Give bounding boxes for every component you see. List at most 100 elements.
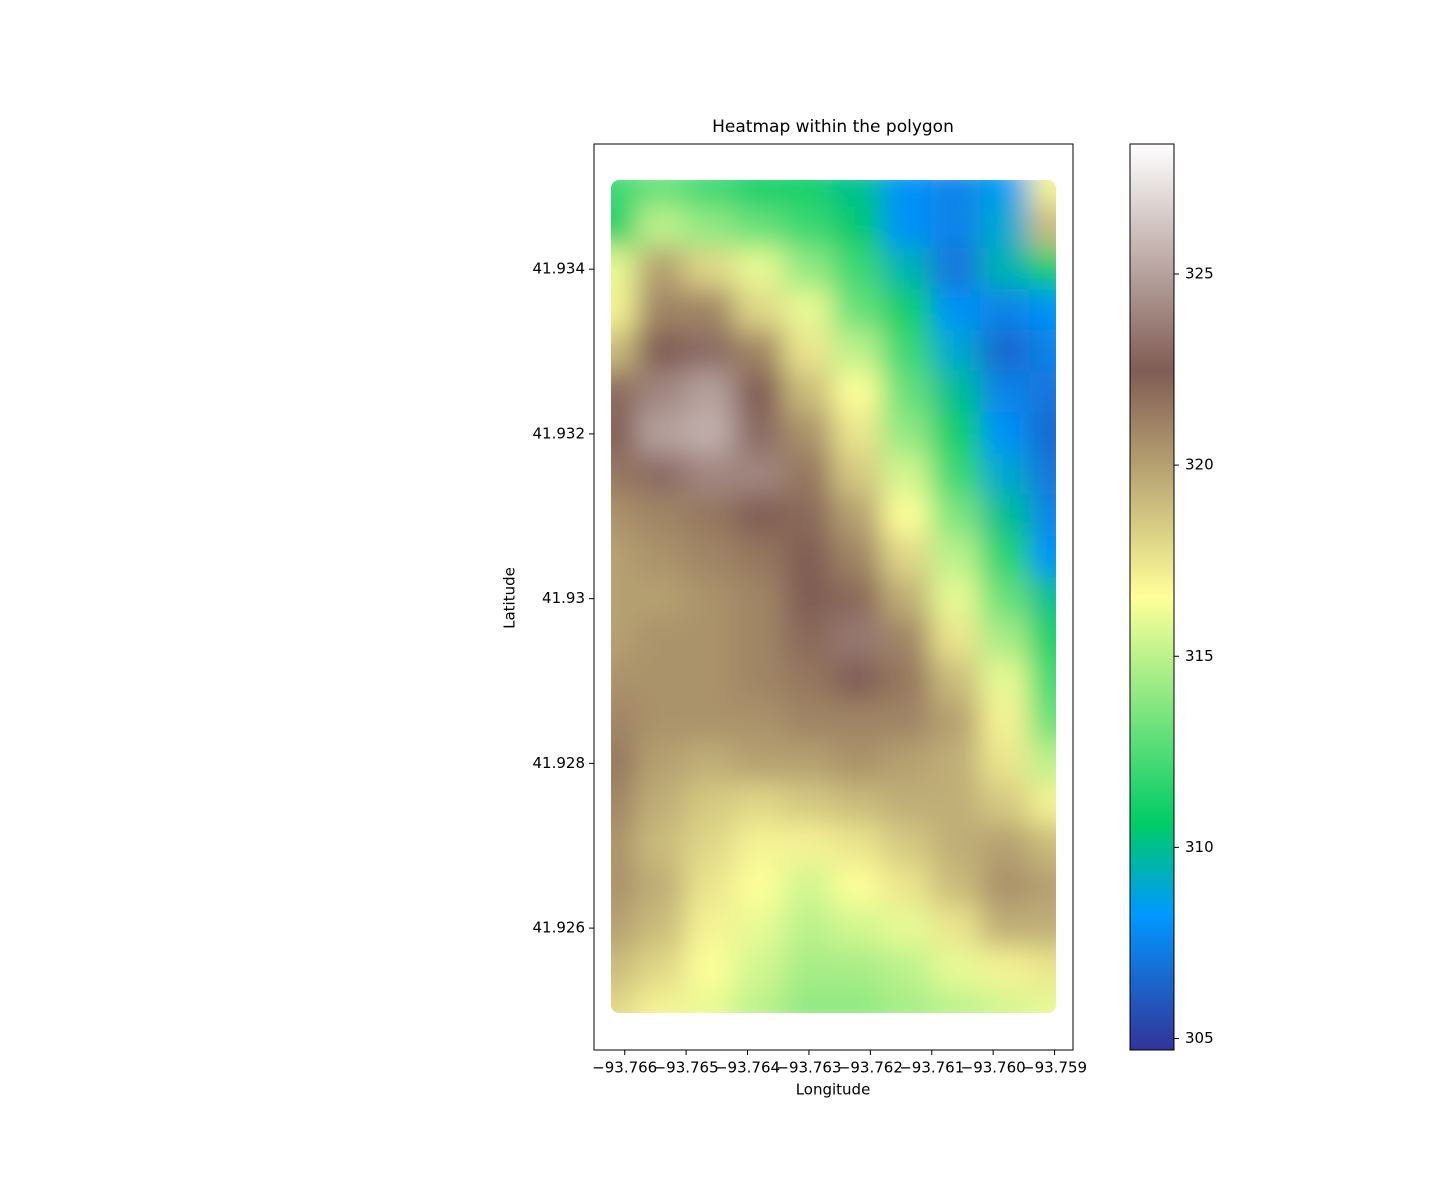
heat-cell xyxy=(881,782,933,827)
heat-cell xyxy=(734,988,786,1013)
heat-cell xyxy=(635,206,688,250)
y-axis-label: Latitude xyxy=(501,567,519,629)
heat-cell xyxy=(685,247,737,291)
heat-cell xyxy=(881,247,933,291)
y-tick-label: 41.926 xyxy=(533,919,586,937)
heat-cell xyxy=(881,618,933,662)
heat-cell xyxy=(1029,412,1056,456)
heat-cell xyxy=(832,494,884,538)
heat-cell xyxy=(979,906,1032,950)
heat-cell xyxy=(611,618,638,662)
heat-cell xyxy=(783,180,835,209)
heat-cell xyxy=(734,180,786,209)
heat-cell xyxy=(881,180,933,209)
heat-cell xyxy=(832,741,884,785)
heat-cell xyxy=(783,453,835,497)
heat-cell xyxy=(635,988,688,1013)
heat-cell xyxy=(930,412,982,456)
heat-cell xyxy=(930,988,982,1013)
x-tick-label: −93.764 xyxy=(715,1059,780,1077)
heat-cell xyxy=(881,577,933,621)
heat-cell xyxy=(685,371,737,415)
heat-cell xyxy=(685,453,737,497)
heat-cell xyxy=(783,700,835,744)
heat-cell xyxy=(734,494,786,538)
heat-cell xyxy=(979,824,1032,868)
heat-cell xyxy=(1029,577,1056,621)
heat-cell xyxy=(783,741,835,785)
heat-cell xyxy=(635,824,688,868)
heat-cell xyxy=(930,329,982,374)
heat-cell xyxy=(881,659,933,703)
heat-cell xyxy=(930,865,982,909)
heat-cell xyxy=(783,371,835,415)
heat-cell xyxy=(979,206,1032,250)
x-tick-label: −93.766 xyxy=(592,1059,657,1077)
heat-cell xyxy=(832,618,884,662)
colorbar-tick-label: 325 xyxy=(1185,264,1214,282)
heat-cell xyxy=(832,288,884,332)
heat-cell xyxy=(783,206,835,250)
heat-cell xyxy=(881,453,933,497)
heat-cell xyxy=(783,988,835,1013)
heat-cell xyxy=(635,371,688,415)
heat-cell xyxy=(930,741,982,785)
heat-cell xyxy=(1029,947,1056,991)
heat-cell xyxy=(979,288,1032,332)
heat-cell xyxy=(930,453,982,497)
heat-cell xyxy=(930,371,982,415)
heat-cell xyxy=(832,453,884,497)
heat-cell xyxy=(930,206,982,250)
x-tick-label: −93.760 xyxy=(961,1059,1026,1077)
heat-cell xyxy=(881,906,933,950)
heat-cell xyxy=(783,329,835,374)
heat-cell xyxy=(611,288,638,332)
heat-cell xyxy=(979,577,1032,621)
heat-cell xyxy=(881,988,933,1013)
heat-cell xyxy=(930,700,982,744)
heat-cell xyxy=(930,494,982,538)
heat-cell xyxy=(685,206,737,250)
heat-cell xyxy=(635,906,688,950)
heat-cell xyxy=(734,535,786,580)
heat-cell xyxy=(685,412,737,456)
heat-cell xyxy=(685,741,737,785)
heat-cell xyxy=(685,288,737,332)
heat-cell xyxy=(685,824,737,868)
heat-cell xyxy=(685,782,737,827)
heat-cell xyxy=(734,947,786,991)
plot-frame xyxy=(593,143,1074,1051)
heat-cell xyxy=(635,865,688,909)
heat-cell xyxy=(734,329,786,374)
heat-cell xyxy=(611,865,638,909)
heat-cell xyxy=(832,371,884,415)
heat-cell xyxy=(1029,988,1056,1013)
heat-cell xyxy=(611,329,638,374)
heat-cell xyxy=(979,247,1032,291)
heat-cell xyxy=(930,782,982,827)
heat-cell xyxy=(783,577,835,621)
heat-cell xyxy=(611,180,638,209)
heat-cell xyxy=(832,865,884,909)
heat-cell xyxy=(635,329,688,374)
y-tick-label: 41.932 xyxy=(533,424,586,442)
heat-cell xyxy=(685,494,737,538)
heat-cell xyxy=(881,371,933,415)
heat-cell xyxy=(734,782,786,827)
y-tick-label: 41.928 xyxy=(533,754,586,772)
heat-cell xyxy=(930,577,982,621)
heat-cell xyxy=(783,412,835,456)
heat-cell xyxy=(685,535,737,580)
heat-cell xyxy=(979,865,1032,909)
heat-cell xyxy=(881,329,933,374)
heat-cell xyxy=(930,947,982,991)
heat-cell xyxy=(1029,453,1056,497)
heat-cell xyxy=(979,371,1032,415)
heat-cell xyxy=(1029,535,1056,580)
heat-cell xyxy=(881,206,933,250)
heat-cell xyxy=(783,782,835,827)
heat-cell xyxy=(930,247,982,291)
heat-cell xyxy=(783,865,835,909)
heat-cell xyxy=(979,782,1032,827)
